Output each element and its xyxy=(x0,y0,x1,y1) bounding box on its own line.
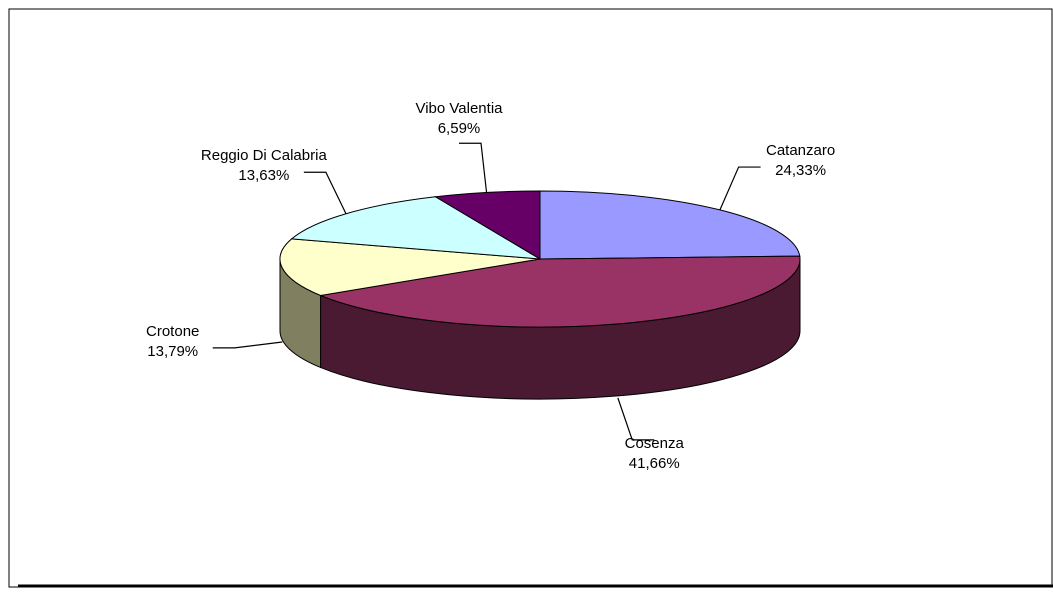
pie-slice-reggio-di-calabria xyxy=(290,196,541,260)
slice-value-cosenza: 41,66% xyxy=(629,455,680,472)
pie-slice-crotone xyxy=(279,238,541,296)
slice-label-vibo-valentia: Vibo Valentia xyxy=(415,100,503,117)
slice-label-reggio-di-calabria: Reggio Di Calabria xyxy=(201,147,328,164)
slice-label-catanzaro: Catanzaro xyxy=(766,142,835,159)
leader-line-crotone xyxy=(212,341,283,349)
slice-label-cosenza: Cosenza xyxy=(625,435,685,452)
leader-line-catanzaro xyxy=(719,166,761,211)
leader-line-vibo-valentia xyxy=(459,142,488,193)
leader-line-reggio-di-calabria xyxy=(303,171,347,214)
leader-line-cosenza xyxy=(617,397,655,441)
pie-slice-vibo-valentia xyxy=(433,190,541,260)
slice-value-catanzaro: 24,33% xyxy=(775,162,826,179)
pie-slice-cosenza xyxy=(318,255,801,328)
slice-label-crotone: Crotone xyxy=(146,323,199,340)
slice-value-vibo-valentia: 6,59% xyxy=(438,120,481,137)
slice-value-crotone: 13,79% xyxy=(147,343,198,360)
slice-value-reggio-di-calabria: 13,63% xyxy=(238,167,289,184)
